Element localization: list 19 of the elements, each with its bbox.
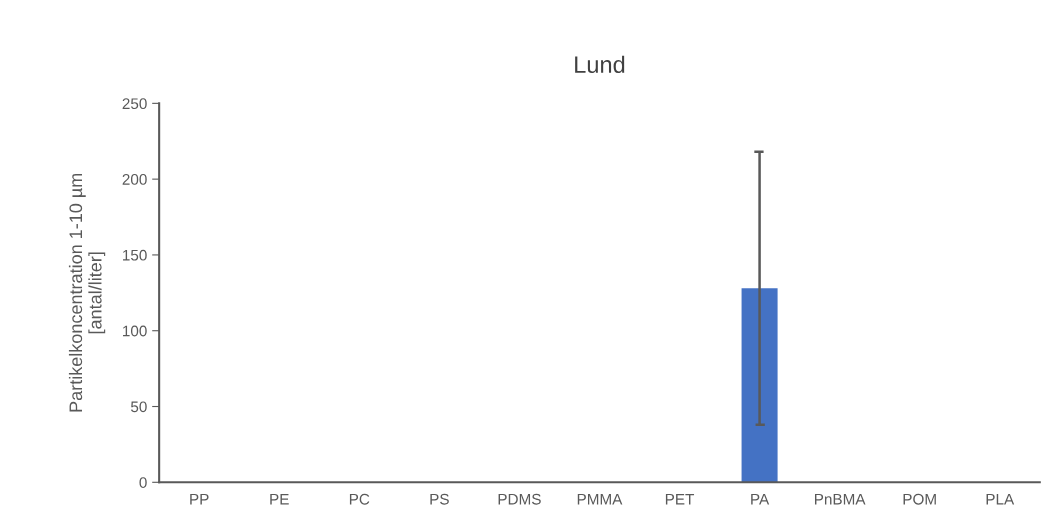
y-tick-label: 0 (139, 477, 147, 488)
x-tick-label: PS (430, 493, 449, 505)
y-axis-title: Partikelkoncentration 1-10 µm [antal/liter] (68, 173, 106, 412)
x-tick-label: PLA (986, 493, 1015, 505)
x-tick-label: PE (270, 493, 289, 505)
chart-title: Lund (575, 55, 625, 74)
x-tick-label: PnBMA (814, 493, 866, 505)
x-tick-label: PP (190, 493, 209, 505)
y-tick-label: 50 (130, 401, 147, 413)
x-tick-label: PA (751, 493, 770, 505)
x-tick-label: PC (349, 493, 370, 505)
x-tick-label: PMMA (577, 493, 623, 505)
y-tick-label: 200 (122, 174, 147, 185)
x-tick-label: POM (903, 493, 936, 505)
y-tick-label: 150 (123, 249, 147, 261)
y-tick-label: 100 (123, 325, 147, 337)
y-tick-label: 250 (122, 98, 147, 110)
x-tick-label: PET (665, 493, 695, 505)
x-tick-label: PDMS (498, 493, 541, 505)
